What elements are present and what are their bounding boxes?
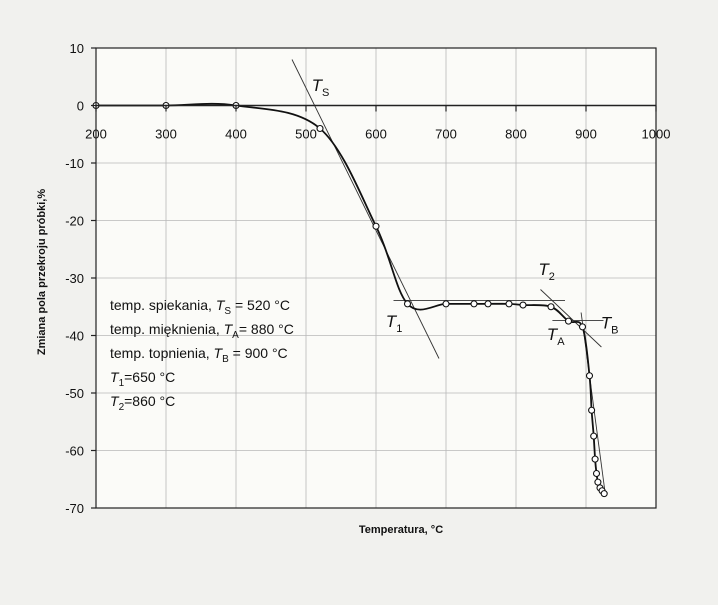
y-tick-label: -50	[65, 386, 84, 401]
data-point	[591, 455, 599, 463]
legend-entry: temp. spiekania, TS = 520 °C	[110, 297, 290, 317]
data-point	[484, 300, 492, 308]
y-tick-label: -10	[65, 156, 84, 171]
data-point	[470, 300, 478, 308]
annotation-label: TA	[547, 325, 565, 348]
data-point	[594, 478, 602, 486]
data-point	[588, 406, 596, 414]
x-tick-label: 800	[505, 127, 527, 142]
y-tick-label: 10	[70, 41, 84, 56]
axes: 200 300 400 500 600 700 800 900 1000 10 0 -10 -20 -30…	[65, 41, 670, 516]
tangent-line	[540, 289, 602, 348]
y-tick-label: -60	[65, 444, 84, 459]
annotation-label: TS	[312, 76, 330, 99]
x-tick-label: 500	[295, 127, 317, 142]
x-axis-title: Temperatura, °C	[359, 524, 443, 536]
data-point	[442, 300, 450, 308]
x-tick-label: 200	[85, 127, 107, 142]
data-point	[403, 300, 412, 308]
data-point	[505, 300, 513, 308]
y-tick-label: 0	[77, 99, 84, 114]
y-tick-label: -40	[65, 329, 84, 344]
y-tick-label: -20	[65, 214, 84, 229]
legend-entry: T1=650 °C	[110, 369, 175, 389]
data-point	[585, 372, 594, 380]
x-tick-label: 300	[155, 127, 177, 142]
legend-entry: temp. mięknienia, TA= 880 °C	[110, 321, 294, 341]
annotations: TS T1 T2 TA TB	[312, 76, 619, 348]
x-tick-label: 1000	[642, 127, 671, 142]
legend: temp. spiekania, TS = 520 °C temp. miękni…	[110, 297, 294, 413]
y-tick-label: -30	[65, 271, 84, 286]
data-point	[519, 301, 527, 309]
x-tick-label: 400	[225, 127, 247, 142]
data-point	[547, 303, 555, 311]
data-series	[92, 101, 608, 498]
y-tick-label: -70	[65, 501, 84, 516]
annotation-label: TB	[601, 314, 619, 337]
legend-entry: temp. topnienia, TB = 900 °C	[110, 345, 288, 365]
annotation-label: T2	[538, 260, 555, 283]
data-point	[578, 323, 587, 331]
data-point	[316, 124, 324, 133]
x-tick-label: 700	[435, 127, 457, 142]
x-tick-label: 900	[575, 127, 597, 142]
data-point	[372, 222, 380, 230]
x-tick-label: 600	[365, 127, 387, 142]
legend-entry: T2=860 °C	[110, 393, 175, 413]
data-point	[564, 317, 573, 325]
y-axis-title: Zmiana pola przekroju próbki,%	[36, 189, 48, 355]
data-point	[592, 469, 601, 478]
annotation-label: T1	[386, 312, 403, 335]
data-point	[600, 490, 608, 498]
data-point	[590, 432, 598, 440]
